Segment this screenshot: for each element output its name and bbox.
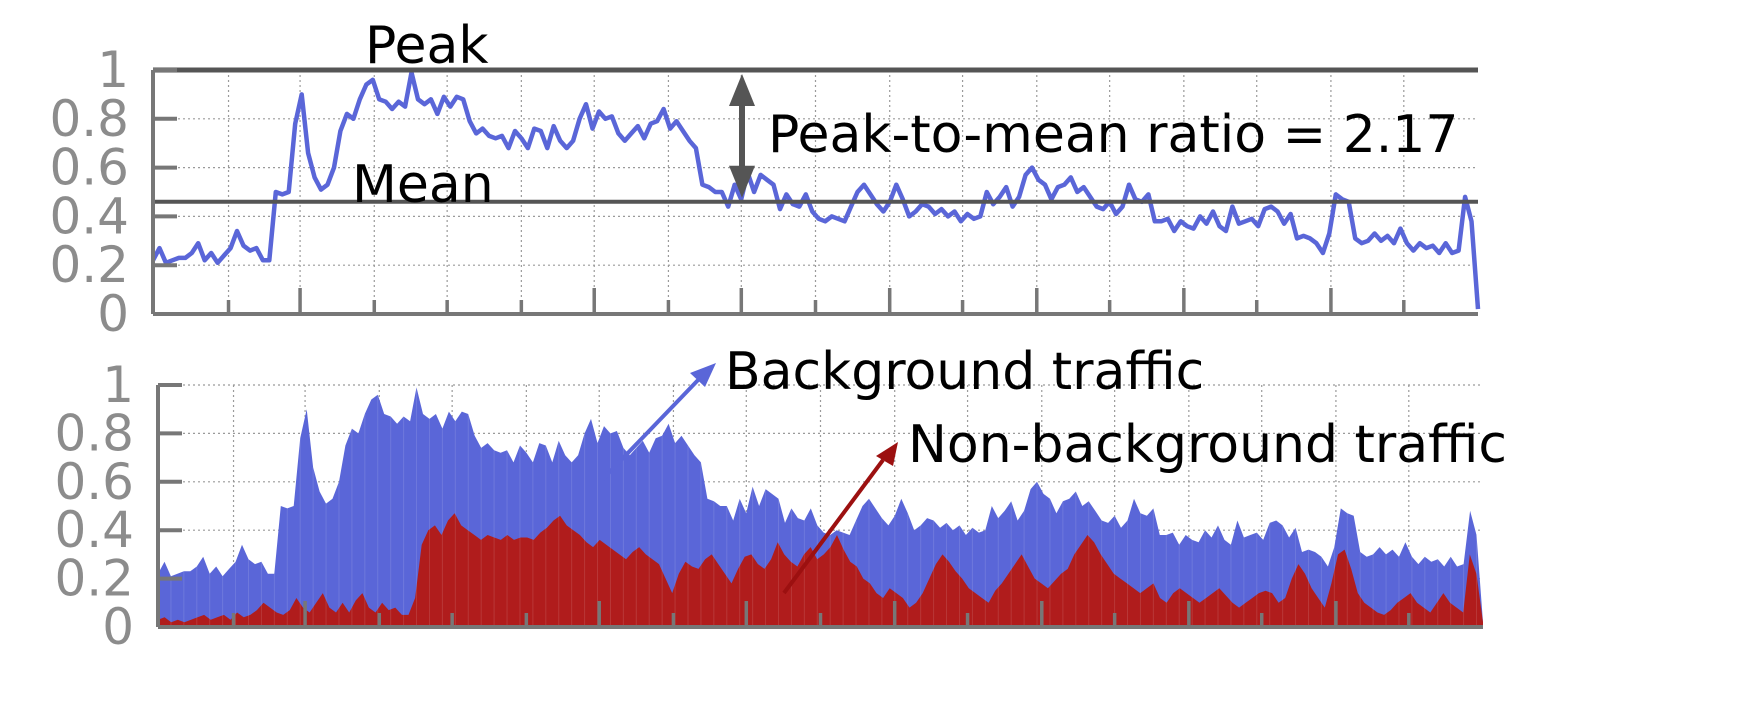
y-tick-label: 0.4 bbox=[54, 501, 134, 559]
arrow-shaft bbox=[782, 458, 885, 595]
bottom-axes bbox=[156, 383, 1483, 629]
mean-label: Mean bbox=[352, 155, 494, 215]
y-tick-label: 1 bbox=[97, 41, 129, 99]
non-background-traffic-arrow bbox=[782, 442, 898, 595]
arrow-head bbox=[876, 442, 898, 466]
y-tick-label: 0 bbox=[97, 285, 129, 343]
traffic-breakdown-chart: 00.20.40.60.81 Background traffic Non-ba… bbox=[54, 342, 1507, 656]
y-tick-label: 0.6 bbox=[49, 139, 129, 197]
y-tick-label: 0 bbox=[102, 598, 134, 656]
bottom-y-tick-labels: 00.20.40.60.81 bbox=[54, 356, 134, 656]
y-tick-label: 0.8 bbox=[49, 90, 129, 148]
arrow-head-down bbox=[729, 165, 755, 198]
peak-to-mean-arrow bbox=[729, 74, 755, 198]
y-tick-label: 1 bbox=[102, 356, 134, 414]
peak-label: Peak bbox=[365, 16, 488, 76]
top-axes bbox=[151, 68, 1478, 316]
peak-to-mean-ratio-label: Peak-to-mean ratio = 2.17 bbox=[768, 105, 1458, 165]
y-tick-label: 0.6 bbox=[54, 453, 134, 511]
arrow-head-up bbox=[729, 74, 755, 106]
background-traffic-arrow bbox=[598, 363, 716, 484]
non-background-traffic-label: Non-background traffic bbox=[908, 415, 1507, 475]
y-tick-label: 0.4 bbox=[49, 187, 129, 245]
y-tick-label: 0.2 bbox=[54, 550, 134, 608]
background-traffic-label: Background traffic bbox=[725, 342, 1204, 402]
y-tick-label: 0.8 bbox=[54, 404, 134, 462]
non-background-traffic-area bbox=[158, 513, 1483, 627]
top-y-tick-labels: 00.20.40.60.81 bbox=[49, 41, 129, 343]
arrow-shaft bbox=[598, 376, 702, 484]
y-tick-label: 0.2 bbox=[49, 236, 129, 294]
utilization-line bbox=[151, 70, 1481, 310]
peak-mean-chart: 00.20.40.60.81 Peak Mean Peak-to-mean ra… bbox=[49, 16, 1481, 343]
arrow-head bbox=[690, 363, 716, 387]
